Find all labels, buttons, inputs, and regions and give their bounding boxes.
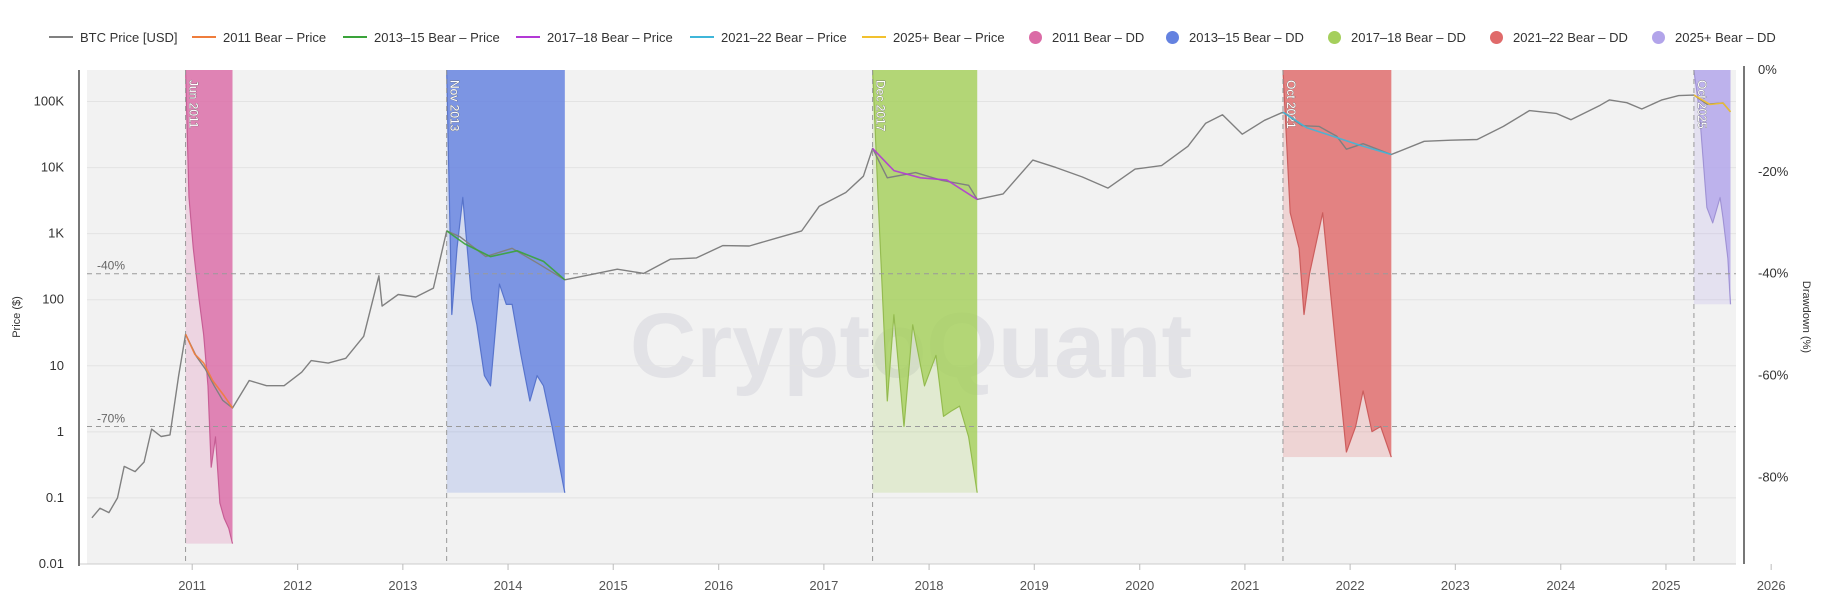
drawdown-area [1283,70,1392,458]
x-tick-label: 2018 [915,578,944,593]
cycle-marker-label: Dec 2017 [874,80,888,132]
x-tick-label: 2012 [283,578,312,593]
y-axis-right-label: Drawdown (%) [1800,281,1812,353]
y-left-tick-label: 10K [41,160,64,175]
y-left-tick-label: 10 [50,358,64,373]
drawdown-line [871,70,978,493]
y-left-tick-label: 100 [42,292,64,307]
legend-swatch [516,36,540,38]
y-left-tick-label: 100K [34,94,65,109]
legend-item[interactable]: 2013–15 Bear – DD [1166,28,1304,46]
cycle-marker-label: Oct 2025 [1695,80,1709,129]
legend-swatch [1328,30,1341,44]
y-right-tick-label: 0% [1758,62,1777,77]
price-series [91,94,1732,519]
bear-price-line [184,333,234,409]
legend-label: 2013–15 Bear – Price [374,29,500,45]
x-tick-label: 2022 [1336,578,1365,593]
legend-label: 2011 Bear – DD [1052,29,1145,45]
reference-line-label: -70% [97,411,125,425]
x-tick-label: 2026 [1757,578,1786,593]
legend-item[interactable]: 2011 Bear – Price [192,28,326,46]
legend-swatch [690,36,714,38]
x-tick-label: 2016 [704,578,733,593]
cycle-marker-label: Nov 2013 [448,80,462,132]
legend-swatch [1490,30,1503,44]
legend-item[interactable]: 2025+ Bear – DD [1652,28,1776,46]
reference-lines: -40% -70% [87,259,1736,427]
reference-line-label: -40% [97,259,125,273]
legend-label: 2025+ Bear – DD [1675,29,1776,45]
legend-item[interactable]: 2011 Bear – DD [1029,28,1144,46]
legend-item[interactable]: 2013–15 Bear – Price [343,28,500,46]
y-right-tick-label: -80% [1758,469,1789,484]
cycle-marker-label: Oct 2021 [1284,80,1298,129]
drawdown-area [1693,70,1731,305]
y-right-tick-label: -40% [1758,266,1789,281]
axes: 0.01 0.1 1 10 100 1K 10K 100K 0% -20% -40% -60% -80%… [34,62,1789,593]
y-left-tick-label: 1K [48,226,64,241]
bear-price-line [872,147,978,201]
drawdown-edge [872,70,978,493]
x-tick-label: 2015 [599,578,628,593]
x-tick-label: 2023 [1441,578,1470,593]
legend-swatch [192,36,216,38]
legend-swatch [343,36,367,38]
drawdown-line [184,70,234,544]
bear-price-line [446,230,566,281]
drawdown-bands [184,70,1732,544]
x-tick-label: 2017 [809,578,838,593]
legend-swatch [1652,30,1665,44]
bear-price-line [1693,94,1732,113]
btc-price-line [91,94,1732,519]
drawdown-edge [446,70,566,493]
legend-label: 2025+ Bear – Price [893,29,1005,45]
legend-label: 2021–22 Bear – Price [721,29,847,45]
y-left-tick-label: 1 [57,424,64,439]
x-tick-label: 2025 [1652,578,1681,593]
drawdown-edge [185,70,233,544]
legend-label: 2011 Bear – Price [223,29,327,45]
y-right-tick-label: -60% [1758,368,1789,383]
drawdown-line [1282,70,1392,458]
drawdown-area [185,70,233,544]
legend-swatch [1029,30,1042,44]
legend-item[interactable]: BTC Price [USD] [49,28,178,46]
legend-label: 2013–15 Bear – DD [1189,29,1304,45]
y-left-tick-label: 0.01 [39,556,64,571]
cycle-marker-label: Jun 2011 [187,80,201,129]
x-tick-label: 2019 [1020,578,1049,593]
legend-item[interactable]: 2017–18 Bear – Price [516,28,673,46]
legend-item[interactable]: 2021–22 Bear – Price [690,28,847,46]
x-tick-label: 2021 [1230,578,1259,593]
legend-item[interactable]: 2021–22 Bear – DD [1490,28,1628,46]
x-tick-label: 2013 [388,578,417,593]
legend-swatch [862,36,886,38]
cycle-markers: Jun 2011 Nov 2013 Dec 2017 Oct 2021 Oct 2025 [185,70,1709,564]
legend-label: BTC Price [USD] [80,29,178,45]
drawdown-area [446,70,565,493]
legend-label: 2021–22 Bear – DD [1513,29,1628,45]
y-right-tick-label: -20% [1758,164,1789,179]
legend-item[interactable]: 2017–18 Bear – DD [1328,28,1466,46]
x-tick-label: 2011 [178,578,206,593]
x-tick-label: 2014 [494,578,523,593]
drawdown-line [1693,70,1732,305]
x-tick-label: 2020 [1125,578,1154,593]
drawdown-edge [1693,70,1731,305]
y-axis-left-label: Price ($) [11,296,23,338]
legend-swatch [1166,30,1179,44]
legend-item[interactable]: 2025+ Bear – Price [862,28,1005,46]
y-left-tick-label: 0.1 [46,490,64,505]
drawdown-edge [1282,70,1392,458]
x-tick-label: 2024 [1546,578,1575,593]
bear-price-line [1282,111,1392,156]
legend: BTC Price [USD] 2011 Bear – Price 2013–15 … [0,0,1822,62]
drawdown-line [446,70,566,493]
legend-label: 2017–18 Bear – Price [547,29,673,45]
legend-label: 2017–18 Bear – DD [1351,29,1466,45]
legend-swatch [49,36,73,38]
